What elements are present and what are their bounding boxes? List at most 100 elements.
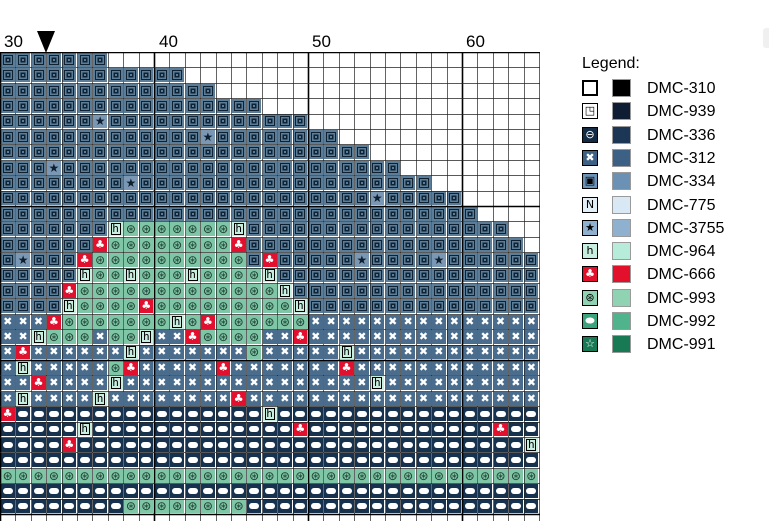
legend-item[interactable]: DMC-310 xyxy=(582,78,762,98)
blank-cell[interactable] xyxy=(416,83,431,98)
nested-square-cell[interactable] xyxy=(46,175,61,190)
blank-cell[interactable] xyxy=(508,98,523,113)
nested-square-cell[interactable] xyxy=(123,145,138,160)
blank-cell[interactable] xyxy=(108,52,123,67)
nested-square-cell[interactable] xyxy=(0,52,15,67)
blank-cell[interactable] xyxy=(416,145,431,160)
nested-square-cell[interactable] xyxy=(62,83,77,98)
blank-cell[interactable] xyxy=(524,68,539,83)
nested-square-cell[interactable] xyxy=(231,145,246,160)
blank-cell[interactable] xyxy=(447,160,462,175)
nested-square-cell[interactable] xyxy=(185,145,200,160)
nested-square-cell[interactable] xyxy=(77,114,92,129)
blank-cell[interactable] xyxy=(524,145,539,160)
nested-square-cell[interactable] xyxy=(277,114,292,129)
nested-square-cell[interactable] xyxy=(0,98,15,113)
nested-square-cell[interactable] xyxy=(16,145,31,160)
nested-square-cell[interactable] xyxy=(46,98,61,113)
nested-square-cell[interactable] xyxy=(16,175,31,190)
nested-square-cell[interactable] xyxy=(16,83,31,98)
nested-square-cell[interactable] xyxy=(139,98,154,113)
blank-cell[interactable] xyxy=(354,83,369,98)
blank-cell[interactable] xyxy=(170,52,185,67)
blank-cell[interactable] xyxy=(462,68,477,83)
blank-cell[interactable] xyxy=(324,83,339,98)
blank-cell[interactable] xyxy=(524,114,539,129)
nested-square-cell[interactable] xyxy=(77,52,92,67)
blank-cell[interactable] xyxy=(493,129,508,144)
nested-square-cell[interactable] xyxy=(200,83,215,98)
nested-square-cell[interactable] xyxy=(139,68,154,83)
blank-cell[interactable] xyxy=(370,129,385,144)
blank-cell[interactable] xyxy=(447,145,462,160)
nested-square-cell[interactable] xyxy=(231,160,246,175)
nested-square-cell[interactable] xyxy=(293,129,308,144)
blank-cell[interactable] xyxy=(447,68,462,83)
blank-cell[interactable] xyxy=(416,68,431,83)
nested-square-cell[interactable] xyxy=(139,175,154,190)
blank-cell[interactable] xyxy=(431,114,446,129)
blank-cell[interactable] xyxy=(339,68,354,83)
blank-cell[interactable] xyxy=(493,52,508,67)
nested-square-cell[interactable] xyxy=(308,129,323,144)
nested-square-cell[interactable] xyxy=(216,145,231,160)
blank-cell[interactable] xyxy=(185,52,200,67)
nested-square-cell[interactable] xyxy=(16,68,31,83)
nested-square-cell[interactable] xyxy=(324,160,339,175)
nested-square-cell[interactable] xyxy=(200,114,215,129)
nested-square-cell[interactable] xyxy=(339,145,354,160)
legend-item[interactable]: ♣ DMC-666 xyxy=(582,264,762,284)
nested-square-cell[interactable] xyxy=(139,145,154,160)
nested-square-cell[interactable] xyxy=(31,98,46,113)
nested-square-cell[interactable] xyxy=(123,98,138,113)
nested-square-cell[interactable] xyxy=(0,129,15,144)
blank-cell[interactable] xyxy=(401,145,416,160)
blank-cell[interactable] xyxy=(401,160,416,175)
blank-cell[interactable] xyxy=(478,145,493,160)
nested-square-cell[interactable] xyxy=(277,160,292,175)
nested-square-cell[interactable] xyxy=(308,160,323,175)
nested-square-cell[interactable] xyxy=(46,129,61,144)
nested-square-cell[interactable] xyxy=(385,160,400,175)
nested-square-cell[interactable] xyxy=(185,129,200,144)
nested-square-cell[interactable] xyxy=(108,83,123,98)
nested-square-cell[interactable] xyxy=(46,52,61,67)
blank-cell[interactable] xyxy=(324,98,339,113)
blank-cell[interactable] xyxy=(385,83,400,98)
blank-cell[interactable] xyxy=(401,129,416,144)
nested-square-cell[interactable] xyxy=(31,175,46,190)
nested-square-cell[interactable] xyxy=(247,129,262,144)
blank-cell[interactable] xyxy=(324,52,339,67)
legend-item[interactable]: ✖ DMC-312 xyxy=(582,148,762,168)
nested-square-cell[interactable] xyxy=(200,160,215,175)
nested-square-cell[interactable] xyxy=(277,145,292,160)
nested-square-cell[interactable] xyxy=(108,145,123,160)
blank-cell[interactable] xyxy=(493,114,508,129)
nested-square-cell[interactable] xyxy=(16,52,31,67)
blank-cell[interactable] xyxy=(262,98,277,113)
blank-cell[interactable] xyxy=(139,52,154,67)
nested-square-cell[interactable] xyxy=(185,83,200,98)
nested-square-cell[interactable] xyxy=(93,68,108,83)
blank-cell[interactable] xyxy=(462,52,477,67)
nested-square-cell[interactable] xyxy=(77,175,92,190)
nested-square-cell[interactable] xyxy=(62,160,77,175)
legend-item[interactable]: ⊛ DMC-993 xyxy=(582,288,762,308)
blank-cell[interactable] xyxy=(216,83,231,98)
blank-cell[interactable] xyxy=(354,129,369,144)
nested-square-cell[interactable] xyxy=(62,175,77,190)
nested-square-cell[interactable] xyxy=(200,98,215,113)
blank-cell[interactable] xyxy=(277,98,292,113)
nested-square-cell[interactable] xyxy=(77,145,92,160)
blank-cell[interactable] xyxy=(431,83,446,98)
nested-square-cell[interactable] xyxy=(339,160,354,175)
blank-cell[interactable] xyxy=(493,98,508,113)
nested-square-cell[interactable] xyxy=(139,160,154,175)
legend-item[interactable]: ⬬ DMC-992 xyxy=(582,311,762,331)
nested-square-cell[interactable] xyxy=(123,114,138,129)
nested-square-cell[interactable] xyxy=(46,145,61,160)
nested-square-cell[interactable] xyxy=(185,160,200,175)
nested-square-cell[interactable] xyxy=(77,98,92,113)
nested-square-cell[interactable] xyxy=(93,129,108,144)
blank-cell[interactable] xyxy=(262,68,277,83)
